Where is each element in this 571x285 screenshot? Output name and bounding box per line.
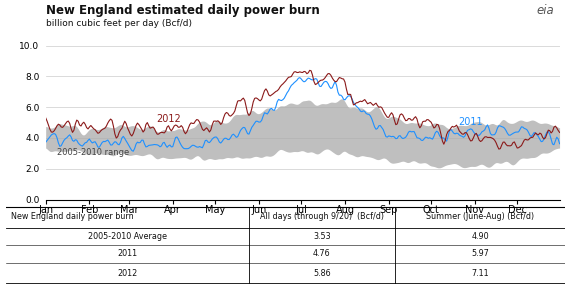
- Text: eia: eia: [536, 4, 554, 17]
- Text: 5.86: 5.86: [313, 268, 331, 278]
- Text: New England daily power burn: New England daily power burn: [11, 212, 134, 221]
- Text: 4.90: 4.90: [471, 232, 489, 241]
- Text: 2011: 2011: [458, 117, 482, 127]
- Text: billion cubic feet per day (Bcf/d): billion cubic feet per day (Bcf/d): [46, 19, 192, 28]
- Text: 7.11: 7.11: [471, 268, 489, 278]
- Text: 4.76: 4.76: [313, 249, 331, 258]
- Text: 3.53: 3.53: [313, 232, 331, 241]
- Text: Summer (June-Aug) (Bcf/d): Summer (June-Aug) (Bcf/d): [426, 212, 534, 221]
- Text: 2012: 2012: [156, 114, 180, 124]
- Text: 2005-2010 Average: 2005-2010 Average: [88, 232, 167, 241]
- Text: 2012: 2012: [117, 268, 138, 278]
- Text: All days (through 9/20)  (Bcf/d): All days (through 9/20) (Bcf/d): [260, 212, 384, 221]
- Text: 5.97: 5.97: [471, 249, 489, 258]
- Text: 2005-2010 range: 2005-2010 range: [57, 148, 129, 157]
- Text: New England estimated daily power burn: New England estimated daily power burn: [46, 4, 319, 17]
- Text: 2011: 2011: [118, 249, 138, 258]
